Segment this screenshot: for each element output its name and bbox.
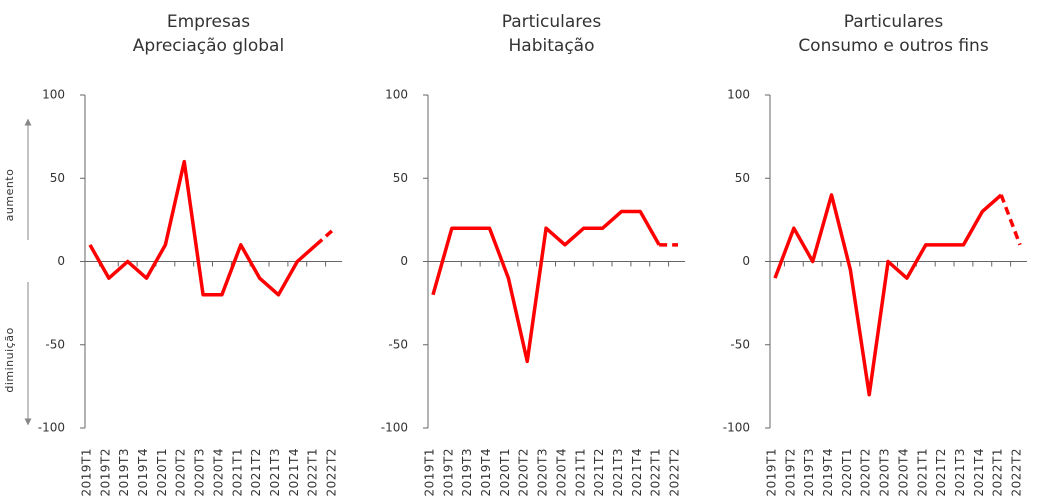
x-tick-label: 2019T3 [117,448,131,497]
y-tick-label: 50 [735,171,750,185]
y-tick-label: -100 [723,421,750,435]
x-tick-label: 2019T3 [802,448,816,497]
x-tick-label: 2021T1 [573,448,587,497]
chart-subtitle: Habitação [509,36,595,56]
x-tick-label: 2021T3 [268,448,282,497]
x-tick-label: 2020T3 [536,448,550,497]
chart-title: Particulares [844,12,944,32]
axis-annotation: aumento [3,169,16,222]
x-tick-label: 2021T2 [592,448,606,497]
y-tick-label: -50 [388,337,408,351]
y-tick-label: 0 [57,254,65,268]
x-tick-label: 2022T2 [325,448,339,497]
y-tick-label: 0 [400,254,408,268]
x-tick-label: 2019T1 [765,448,779,497]
data-line [88,159,318,297]
x-tick-label: 2021T1 [230,448,244,497]
x-tick-label: 2020T4 [211,448,225,497]
x-tick-label: 2022T1 [306,448,320,497]
x-tick-label: 2020T3 [878,448,892,497]
y-tick-label: -50 [730,337,750,351]
data-line [773,193,1003,397]
x-tick-label: 2020T4 [554,448,568,497]
forecast-line [314,226,337,247]
x-tick-label: 2019T2 [441,448,455,497]
chart-subtitle: Consumo e outros fins [798,36,989,56]
x-tick-label: 2021T4 [287,448,301,497]
x-tick-label: 2022T2 [1010,448,1024,497]
axis-annotation: diminuição [3,327,16,392]
x-tick-label: 2020T1 [498,448,512,497]
y-tick-label: -50 [45,337,65,351]
y-tick-label: 100 [385,88,408,102]
data-line [431,209,661,364]
x-tick-label: 2019T2 [98,448,112,497]
x-tick-label: 2020T1 [840,448,854,497]
x-tick-label: 2019T4 [136,448,150,497]
chart-title: Particulares [502,12,602,32]
y-tick-label: 100 [42,88,65,102]
x-tick-label: 2019T1 [423,448,437,497]
x-tick-label: 2020T1 [155,448,169,497]
x-tick-label: 2021T3 [953,448,967,497]
x-tick-label: 2020T4 [896,448,910,497]
y-tick-label: 0 [742,254,750,268]
x-tick-label: 2022T1 [991,448,1005,497]
x-tick-label: 2019T1 [80,448,94,497]
y-tick-label: 50 [393,171,408,185]
x-tick-label: 2019T3 [460,448,474,497]
y-tick-label: -100 [381,421,408,435]
x-tick-label: 2021T4 [630,448,644,497]
x-tick-label: 2021T4 [972,448,986,497]
y-tick-label: 50 [50,171,65,185]
x-tick-label: 2021T3 [611,448,625,497]
x-tick-label: 2022T2 [668,448,682,497]
x-tick-label: 2021T2 [249,448,263,497]
x-tick-label: 2020T3 [193,448,207,497]
chart-subtitle: Apreciação global [133,36,284,56]
x-tick-label: 2021T1 [915,448,929,497]
y-tick-label: -100 [38,421,65,435]
x-tick-label: 2019T4 [479,448,493,497]
x-tick-label: 2019T2 [783,448,797,497]
x-tick-label: 2020T2 [517,448,531,497]
x-tick-label: 2020T2 [859,448,873,497]
forecast-line [999,194,1022,246]
x-tick-label: 2021T2 [934,448,948,497]
chart-title: Empresas [167,12,250,32]
x-tick-label: 2022T1 [649,448,663,497]
y-tick-label: 100 [727,88,750,102]
x-tick-label: 2019T4 [821,448,835,497]
x-tick-label: 2020T2 [174,448,188,497]
